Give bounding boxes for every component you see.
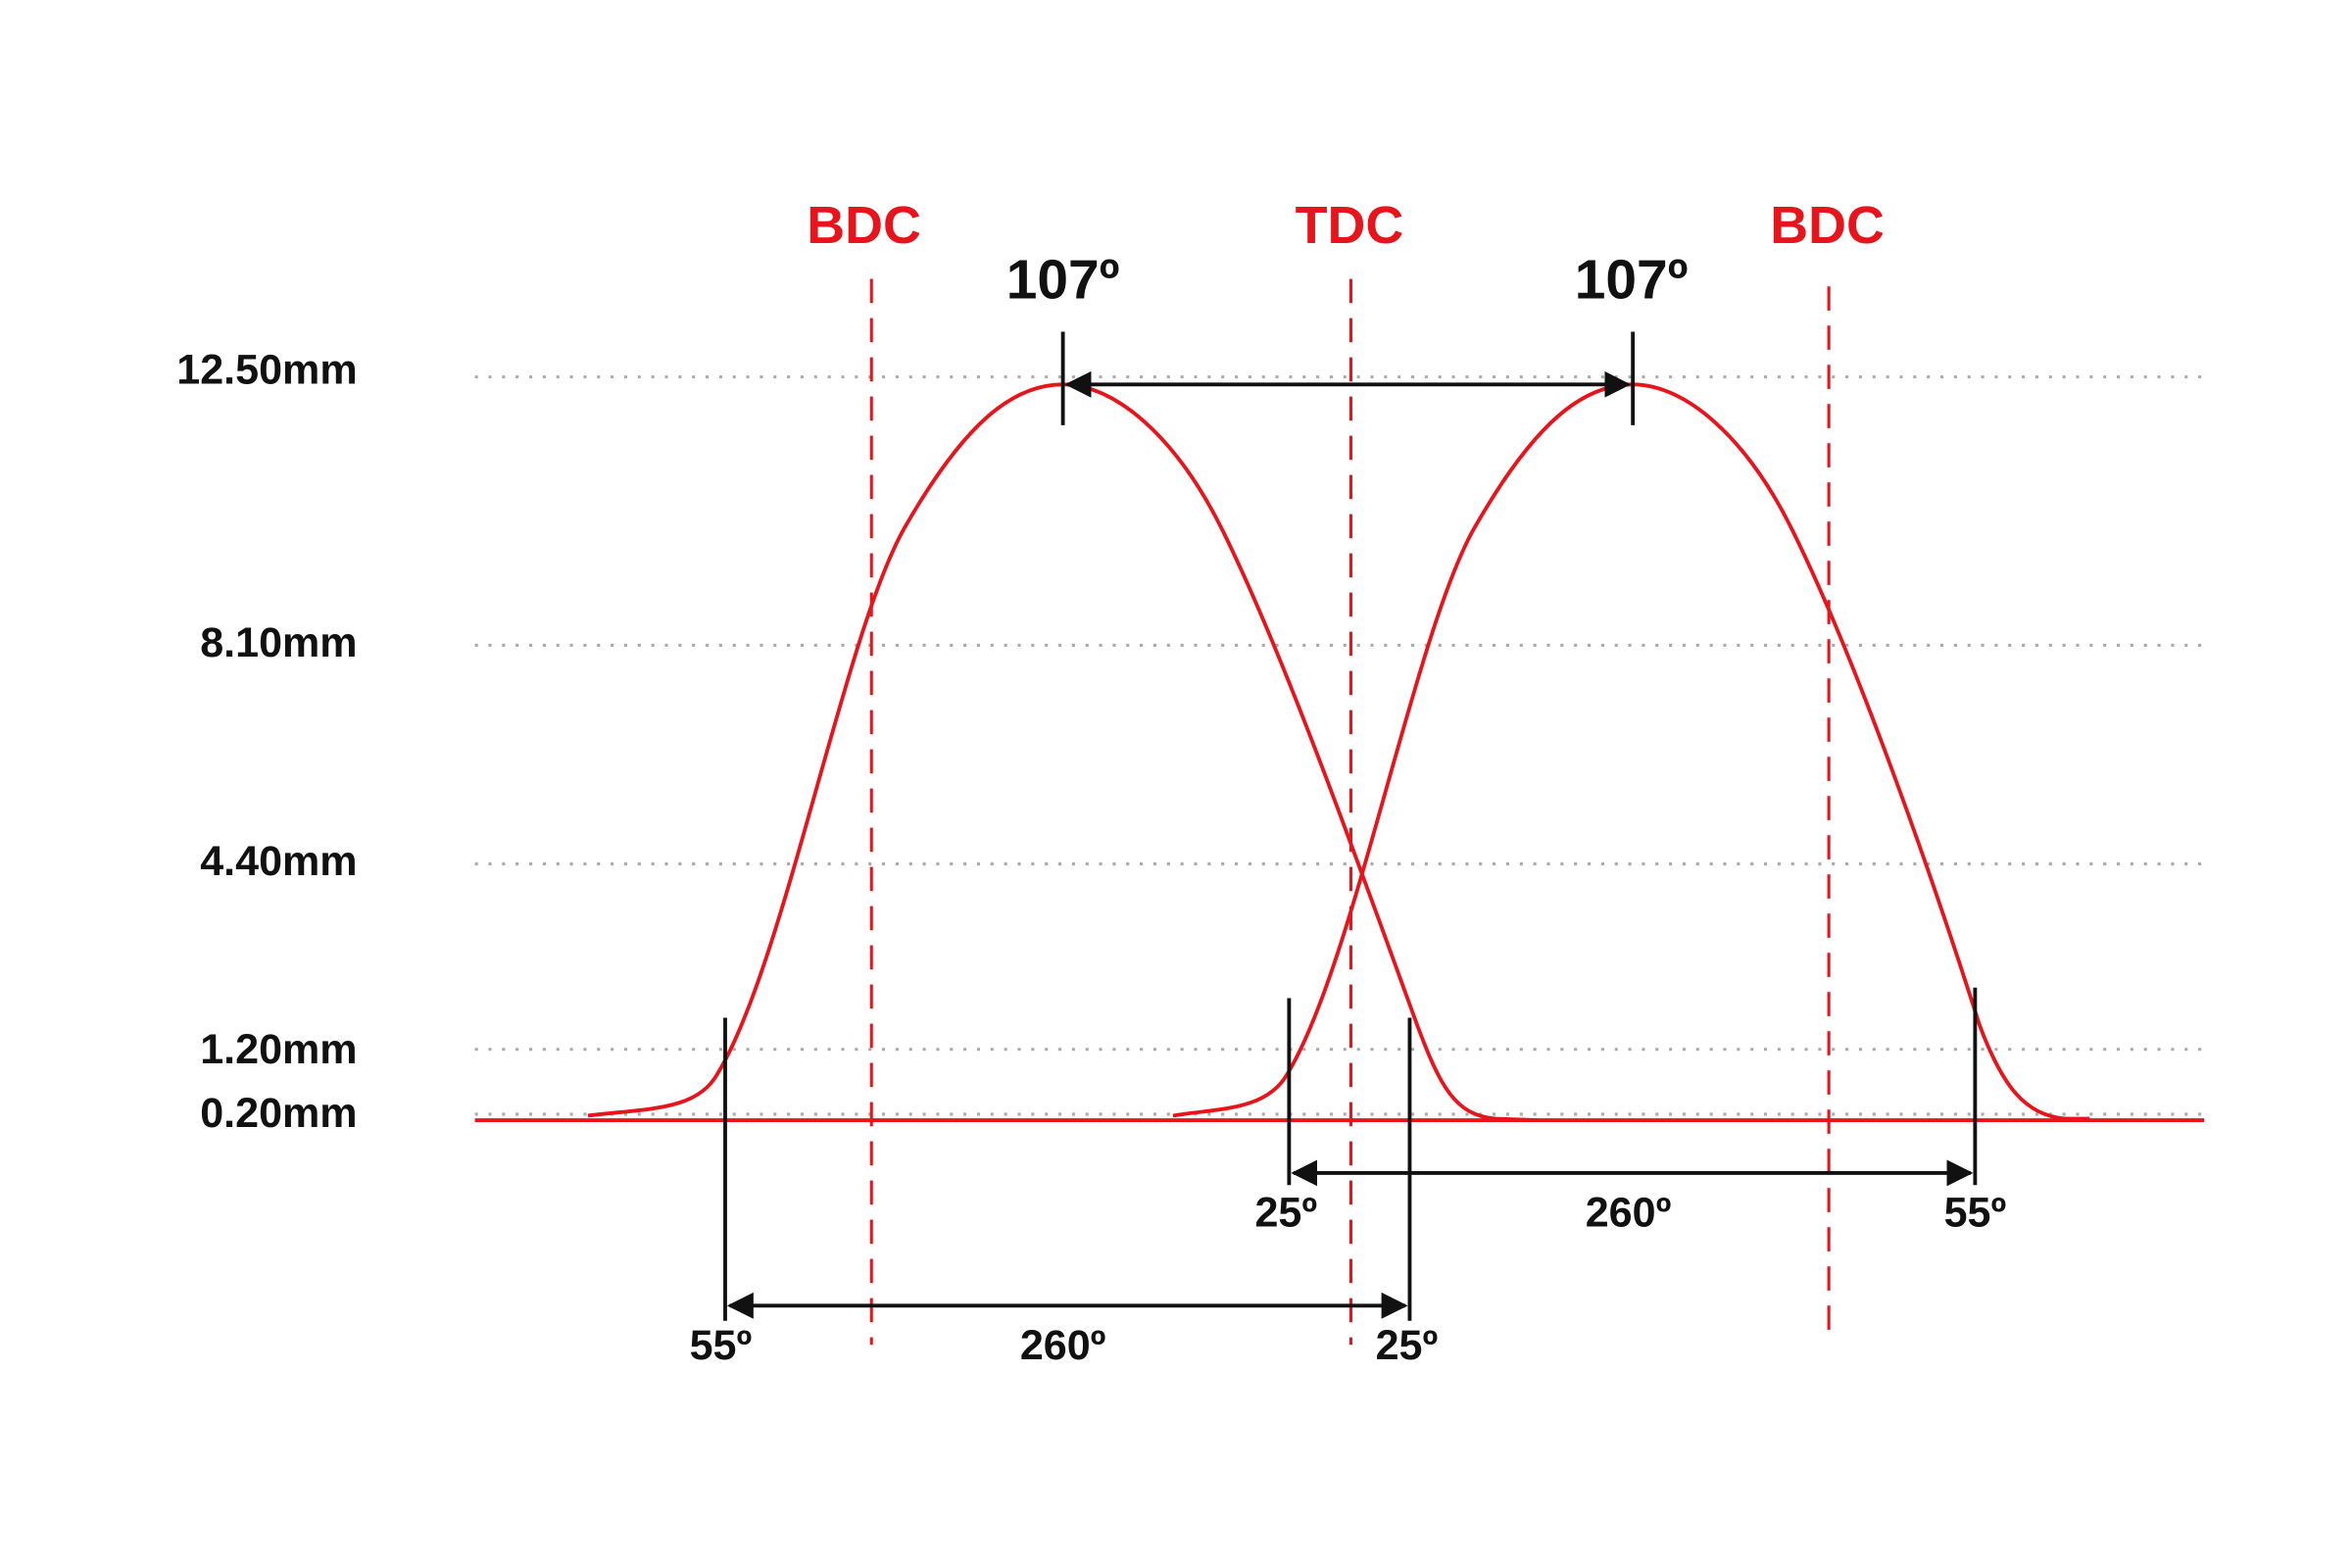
exhaust-lift-curve xyxy=(1172,382,2090,1121)
duration-label: 260º xyxy=(1020,1322,1106,1369)
lift-label: 1.20mm xyxy=(200,1026,357,1073)
lift-label: 8.10mm xyxy=(200,619,357,666)
marker-label: BDC xyxy=(807,196,921,255)
marker-label: TDC xyxy=(1296,196,1404,255)
lift-label: 12.50mm xyxy=(176,346,357,393)
duration-label: 55º xyxy=(1944,1189,2007,1236)
marker-label: BDC xyxy=(1770,196,1885,255)
lift-label: 4.40mm xyxy=(200,838,357,885)
duration-label: 55º xyxy=(690,1322,753,1369)
duration-label: 25º xyxy=(1376,1322,1439,1369)
duration-label: 25º xyxy=(1254,1189,1317,1236)
lift-label: 0.20mm xyxy=(200,1090,357,1137)
duration-label: 260º xyxy=(1586,1189,1672,1236)
peak-label: 107º xyxy=(1006,248,1120,311)
lift-grid xyxy=(474,375,2202,1116)
peak-label: 107º xyxy=(1575,248,1689,311)
